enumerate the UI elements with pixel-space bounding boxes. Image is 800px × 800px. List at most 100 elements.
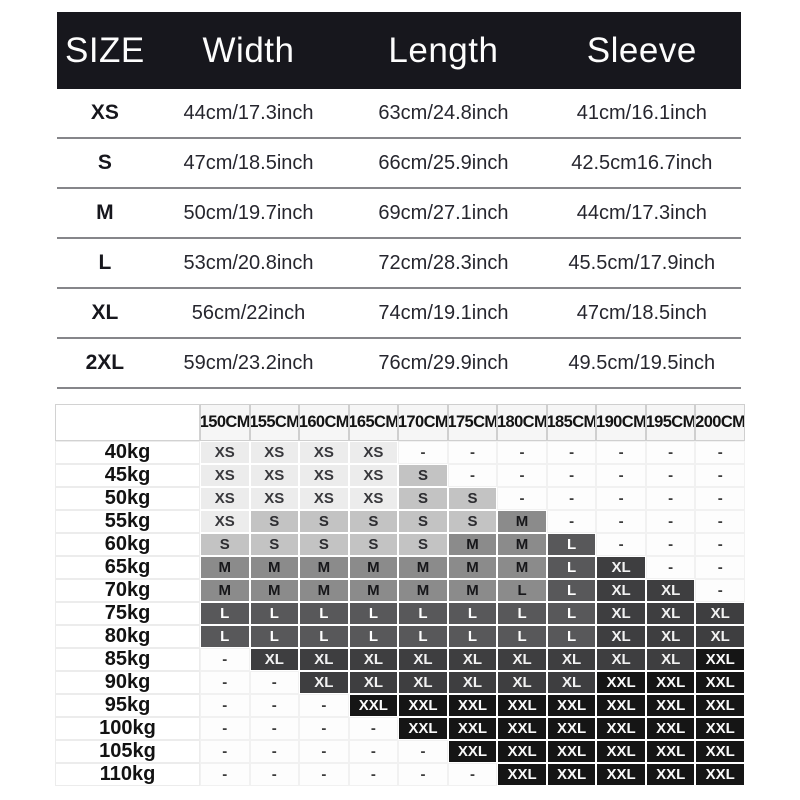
matrix-size-cell: XXL xyxy=(645,740,696,763)
matrix-empty-cell: - xyxy=(546,487,597,510)
matrix-empty-cell: - xyxy=(645,487,696,510)
matrix-size-cell: XL xyxy=(645,602,696,625)
matrix-empty-cell: - xyxy=(645,510,696,533)
matrix-size-cell: XXL xyxy=(695,671,745,694)
matrix-row-95kg: 95kg - - - XXL XXL XXL XXL XXL XXL XXL XXL xyxy=(55,694,745,717)
matrix-empty-cell: - xyxy=(695,579,745,602)
matrix-row-label: 60kg xyxy=(55,533,200,556)
matrix-row-70kg: 70kg M M M M M M L L XL XL - xyxy=(55,579,745,602)
matrix-size-cell: S xyxy=(447,487,498,510)
measurement-table-body: XS 44cm/17.3inch 63cm/24.8inch 41cm/16.1inc… xyxy=(57,89,741,389)
matrix-row-label: 90kg xyxy=(55,671,200,694)
matrix-size-cell: XL xyxy=(596,556,646,579)
matrix-size-cell: XXL xyxy=(645,694,696,717)
matrix-size-cell: XS xyxy=(299,441,349,464)
height-weight-size-matrix: 150CM 155CM 160CM 165CM 170CM 175CM 180CM 185CM… xyxy=(55,404,745,786)
matrix-empty-cell: - xyxy=(299,717,349,740)
measurement-value: 56cm/22inch xyxy=(191,301,306,324)
matrix-size-cell: L xyxy=(497,579,547,602)
matrix-size-cell: XXL xyxy=(497,740,547,763)
measurement-header-width: Width xyxy=(202,30,295,70)
matrix-empty-cell: - xyxy=(299,763,349,786)
measurement-value: 53cm/20.8inch xyxy=(183,251,314,274)
matrix-size-cell: XXL xyxy=(596,740,646,763)
matrix-empty-cell: - xyxy=(546,510,597,533)
matrix-header-row: 150CM 155CM 160CM 165CM 170CM 175CM 180CM 185CM… xyxy=(55,404,745,441)
matrix-row-label: 110kg xyxy=(55,763,200,786)
matrix-size-cell: L xyxy=(497,602,547,625)
matrix-empty-cell: - xyxy=(645,441,696,464)
matrix-size-cell: XXL xyxy=(596,763,646,786)
matrix-size-cell: XS xyxy=(348,441,399,464)
matrix-size-cell: M xyxy=(447,579,498,602)
matrix-row-label: 85kg xyxy=(55,648,200,671)
matrix-size-cell: L xyxy=(447,625,498,648)
measurement-row-l: L 53cm/20.8inch 72cm/28.3inch 45.5cm/17.9in… xyxy=(57,239,741,289)
measurement-value: 41cm/16.1inch xyxy=(576,101,707,124)
matrix-size-cell: L xyxy=(497,625,547,648)
matrix-size-cell: S xyxy=(348,510,399,533)
matrix-row-85kg: 85kg - XL XL XL XL XL XL XL XL XL XXL xyxy=(55,648,745,671)
matrix-row-110kg: 110kg - - - - - - XXL XXL XXL XXL XXL xyxy=(55,763,745,786)
matrix-size-cell: M xyxy=(299,579,349,602)
measurement-value: 72cm/28.3inch xyxy=(378,251,509,274)
matrix-size-cell: S xyxy=(398,510,448,533)
matrix-size-cell: S xyxy=(299,533,349,556)
matrix-size-cell: XL xyxy=(398,648,448,671)
matrix-row-label: 65kg xyxy=(55,556,200,579)
matrix-size-cell: XS xyxy=(299,464,349,487)
matrix-row-65kg: 65kg M M M M M M M L XL - - xyxy=(55,556,745,579)
matrix-empty-cell: - xyxy=(546,441,597,464)
matrix-size-cell: XXL xyxy=(695,763,745,786)
matrix-empty-cell: - xyxy=(447,464,498,487)
matrix-empty-cell: - xyxy=(596,487,646,510)
measurement-row-2xl: 2XL 59cm/23.2inch 76cm/29.9inch 49.5cm/19.5… xyxy=(57,339,741,389)
matrix-empty-cell: - xyxy=(348,740,399,763)
matrix-size-cell: XXL xyxy=(546,717,597,740)
matrix-size-cell: XL xyxy=(645,579,696,602)
matrix-size-cell: L xyxy=(546,579,597,602)
measurement-value: 44cm/17.3inch xyxy=(576,201,707,224)
matrix-size-cell: M xyxy=(447,533,498,556)
measurement-row-s: S 47cm/18.5inch 66cm/25.9inch 42.5cm16.7inc… xyxy=(57,139,741,189)
matrix-empty-cell: - xyxy=(695,464,745,487)
matrix-empty-cell: - xyxy=(249,763,300,786)
matrix-empty-cell: - xyxy=(200,671,250,694)
matrix-row-45kg: 45kg XS XS XS XS S - - - - - - xyxy=(55,464,745,487)
measurement-value: 66cm/25.9inch xyxy=(378,151,509,174)
matrix-size-cell: L xyxy=(447,602,498,625)
matrix-empty-cell: - xyxy=(645,556,696,579)
matrix-size-cell: L xyxy=(249,602,300,625)
matrix-size-cell: XXL xyxy=(546,740,597,763)
matrix-size-cell: L xyxy=(348,625,399,648)
matrix-header-165cm: 165CM xyxy=(348,404,399,441)
matrix-size-cell: M xyxy=(497,556,547,579)
matrix-empty-cell: - xyxy=(249,717,300,740)
matrix-row-100kg: 100kg - - - - XXL XXL XXL XXL XXL XXL XXL xyxy=(55,717,745,740)
matrix-empty-cell: - xyxy=(249,671,300,694)
matrix-size-cell: XS xyxy=(249,487,300,510)
matrix-size-cell: M xyxy=(299,556,349,579)
matrix-size-cell: XS xyxy=(299,487,349,510)
matrix-size-cell: XXL xyxy=(695,648,745,671)
matrix-size-cell: XL xyxy=(645,648,696,671)
measurement-row-xl: XL 56cm/22inch 74cm/19.1inch 47cm/18.5inch xyxy=(57,289,741,339)
matrix-empty-cell: - xyxy=(497,487,547,510)
matrix-size-cell: XL xyxy=(596,648,646,671)
matrix-size-cell: XXL xyxy=(695,740,745,763)
matrix-empty-cell: - xyxy=(695,510,745,533)
measurement-row-m: M 50cm/19.7inch 69cm/27.1inch 44cm/17.3inch xyxy=(57,189,741,239)
matrix-size-cell: XXL xyxy=(497,694,547,717)
matrix-size-cell: XXL xyxy=(596,694,646,717)
matrix-size-cell: M xyxy=(497,533,547,556)
measurement-value: 63cm/24.8inch xyxy=(378,101,509,124)
measurement-value: 47cm/18.5inch xyxy=(576,301,707,324)
matrix-empty-cell: - xyxy=(348,717,399,740)
matrix-size-cell: L xyxy=(546,533,597,556)
matrix-row-label: 45kg xyxy=(55,464,200,487)
matrix-size-cell: XL xyxy=(596,602,646,625)
matrix-empty-cell: - xyxy=(596,533,646,556)
matrix-size-cell: XXL xyxy=(398,694,448,717)
matrix-size-cell: XL xyxy=(299,671,349,694)
matrix-size-cell: S xyxy=(398,487,448,510)
